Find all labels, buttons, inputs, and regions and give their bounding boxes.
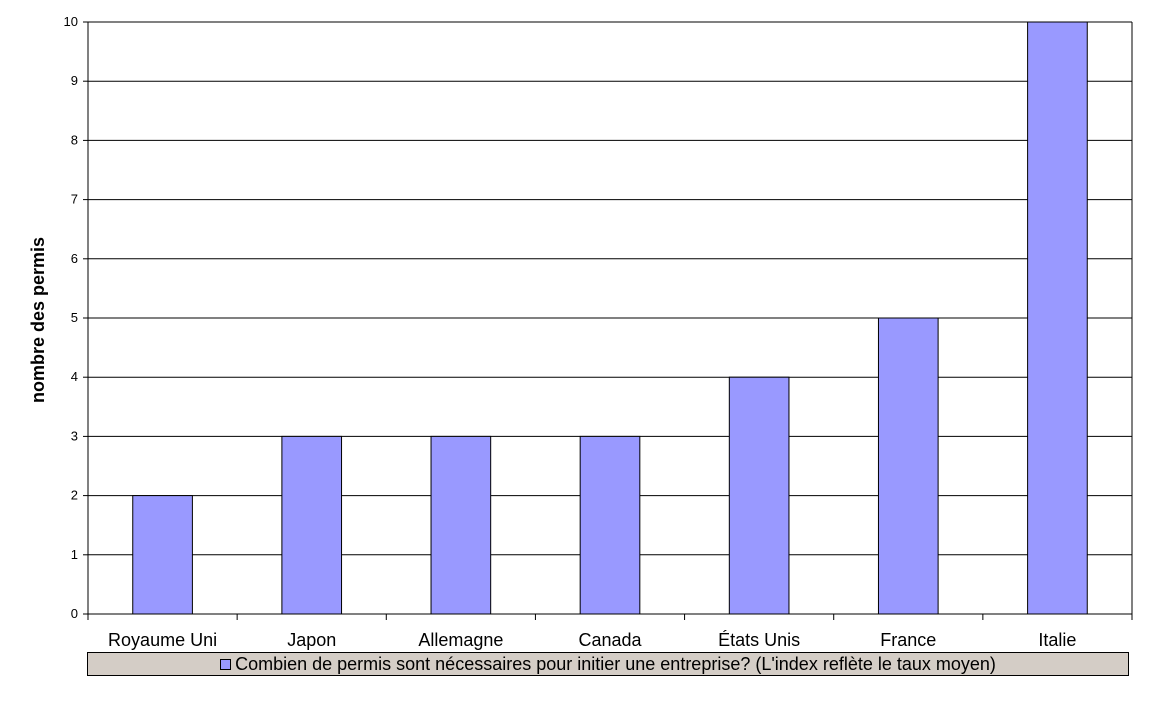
gridlines (88, 21, 1132, 556)
x-category-label: Allemagne (418, 630, 503, 650)
x-category-label: Japon (287, 630, 336, 650)
y-tick-label: 6 (71, 251, 78, 266)
y-tick-label: 0 (71, 606, 78, 621)
y-tick-label: 9 (71, 73, 78, 88)
x-category-label: Italie (1038, 630, 1076, 650)
x-axis-category-labels: Royaume Uni Japon Allemagne Canada États Uni… (108, 630, 1076, 650)
y-tick-label: 10 (64, 14, 78, 29)
legend-label: Combien de permis sont nécessaires pour … (235, 653, 996, 674)
y-tick-label: 7 (71, 192, 78, 207)
axes (83, 21, 1133, 620)
bar (281, 435, 343, 615)
y-axis-label: nombre des permis (28, 237, 48, 403)
bar (132, 495, 193, 615)
x-category-label: États Unis (718, 630, 800, 650)
x-category-label: Canada (578, 630, 642, 650)
bar (579, 435, 641, 615)
x-category-label: France (880, 630, 936, 650)
y-tick-label: 3 (71, 428, 78, 443)
y-tick-label: 4 (71, 369, 78, 384)
y-tick-label: 8 (71, 132, 78, 147)
x-category-label: Royaume Uni (108, 630, 217, 650)
y-axis-tick-labels: 0 1 2 3 4 5 6 7 8 9 10 (64, 14, 78, 621)
bar (877, 317, 939, 615)
y-tick-label: 2 (71, 488, 78, 503)
bar (728, 376, 790, 615)
y-tick-label: 5 (71, 310, 78, 325)
bar-chart: 0 1 2 3 4 5 6 7 8 9 10 Royaume Uni Japon Allemagne Ca… (28, 14, 1133, 650)
bar (430, 435, 492, 615)
y-tick-label: 1 (71, 547, 78, 562)
legend: Combien de permis sont nécessaires pour … (87, 652, 1129, 676)
bar (1027, 21, 1088, 615)
legend-swatch (220, 658, 232, 670)
